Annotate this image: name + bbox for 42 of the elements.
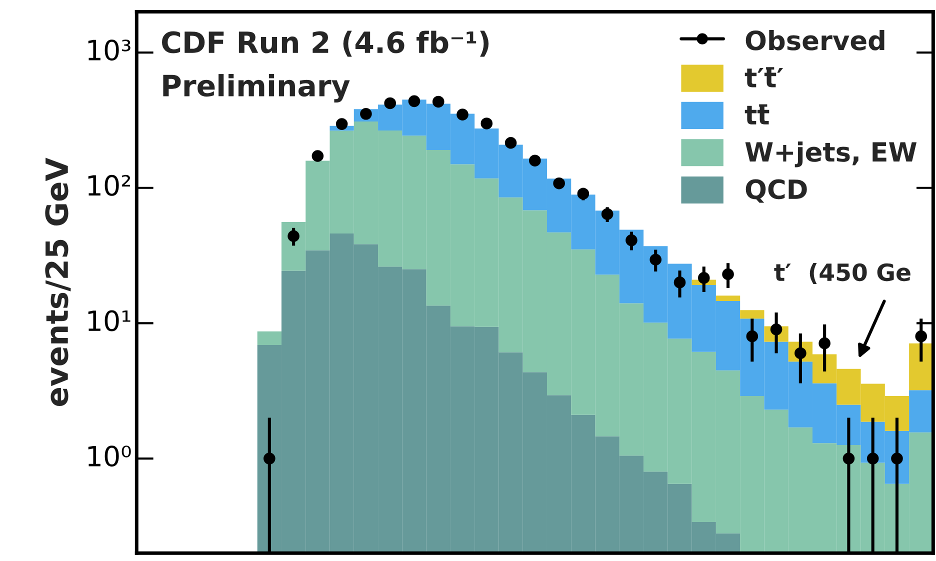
point <box>818 337 830 350</box>
y-tick-label: 10⁰ <box>88 446 131 467</box>
annotation: t′ (450 Ge <box>774 262 910 284</box>
annotation: CDF Run 2 (4.6 fb⁻¹) <box>162 30 489 57</box>
bar <box>716 296 740 302</box>
point <box>432 96 444 108</box>
point <box>891 452 903 464</box>
point <box>746 330 758 342</box>
point <box>456 108 468 120</box>
point <box>360 108 372 120</box>
legend-label: t′t̄′ <box>744 67 784 88</box>
point <box>866 452 879 464</box>
point <box>650 254 662 266</box>
point <box>601 208 614 220</box>
bar <box>740 310 764 319</box>
y-tick-label: 10² <box>88 174 130 196</box>
point <box>722 268 734 280</box>
y-axis-title: events/25 GeV <box>45 158 71 406</box>
point <box>626 234 638 246</box>
legend-label: QCD <box>746 179 807 203</box>
point <box>480 118 493 130</box>
legend-label: W+jets, EW <box>745 141 917 168</box>
bar <box>257 331 282 346</box>
point <box>504 136 517 149</box>
point <box>553 177 565 190</box>
point <box>577 188 590 200</box>
point <box>842 452 855 464</box>
legend-label: tt̄ <box>744 104 770 124</box>
legend-label: Observed <box>746 30 884 50</box>
point <box>915 330 928 342</box>
point <box>264 452 276 464</box>
point <box>529 154 541 167</box>
point <box>312 150 324 162</box>
point <box>408 95 420 108</box>
y-tick-label: 10³ <box>88 40 130 61</box>
point <box>384 97 396 110</box>
annotation: Preliminary <box>163 74 350 102</box>
point <box>288 230 300 242</box>
point <box>336 118 348 130</box>
point <box>698 272 710 284</box>
point <box>674 276 686 288</box>
y-tick-label: 10¹ <box>88 310 130 332</box>
